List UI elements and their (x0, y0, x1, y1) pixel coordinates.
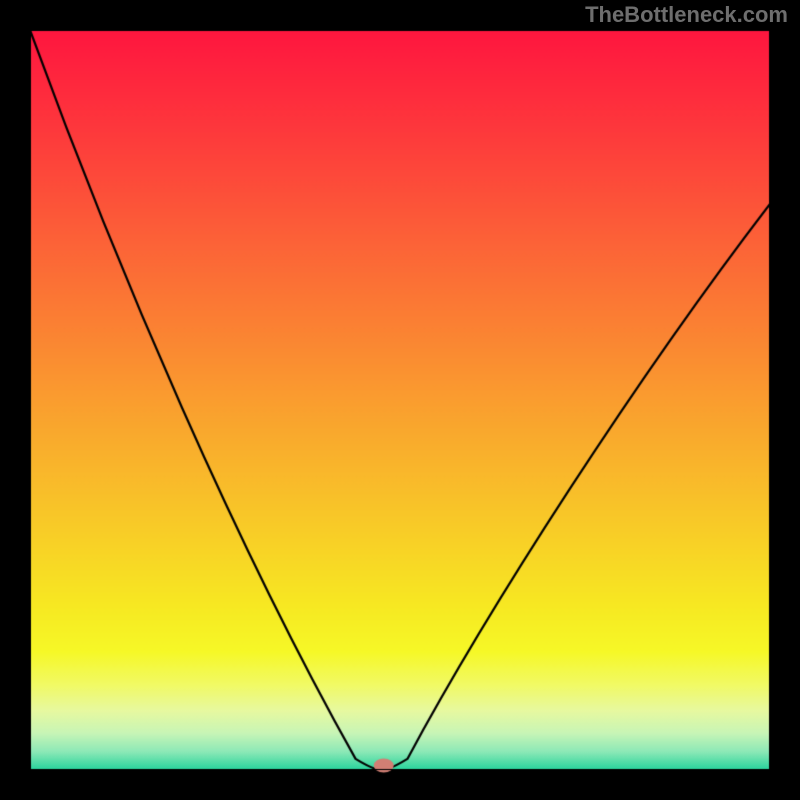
bottleneck-chart (0, 0, 800, 800)
watermark-text: TheBottleneck.com (585, 2, 788, 28)
